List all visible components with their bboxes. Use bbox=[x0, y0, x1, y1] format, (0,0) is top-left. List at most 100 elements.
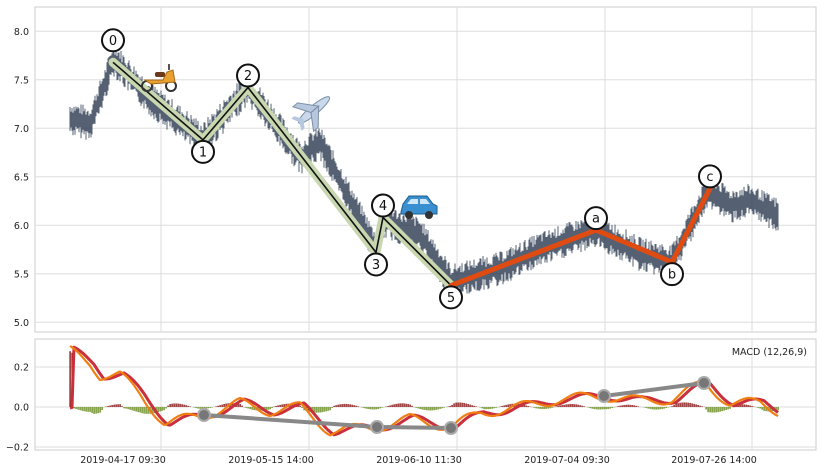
macd-plot-area bbox=[34, 338, 817, 451]
macd-histogram-bar bbox=[415, 407, 417, 408]
macd-histogram-bar bbox=[215, 406, 217, 407]
macd-histogram-bar bbox=[125, 407, 127, 409]
macd-histogram-bar bbox=[679, 402, 681, 407]
macd-histogram-bar bbox=[681, 402, 683, 407]
macd-histogram-bar bbox=[201, 407, 203, 409]
macd-histogram-bar bbox=[447, 406, 449, 407]
macd-histogram-bar bbox=[399, 403, 401, 407]
macd-histogram-bar bbox=[565, 404, 567, 407]
macd-histogram-bar bbox=[167, 405, 169, 407]
macd-histogram-bar bbox=[603, 407, 605, 410]
macd-histogram-bar bbox=[141, 407, 143, 414]
divergence-point bbox=[370, 420, 384, 434]
macd-histogram-bar bbox=[653, 407, 655, 410]
x-tick-label: 2019-07-04 09:30 bbox=[524, 455, 610, 466]
macd-histogram-bar bbox=[335, 405, 337, 407]
macd-histogram-bar bbox=[441, 407, 443, 409]
macd-histogram-bar bbox=[551, 407, 553, 408]
macd-histogram-bar bbox=[297, 405, 299, 407]
impulse-wave-label: 5 bbox=[439, 285, 463, 310]
macd-histogram-bar bbox=[279, 404, 281, 407]
macd-histogram-bar bbox=[711, 407, 713, 413]
macd-histogram-bar bbox=[649, 407, 651, 409]
macd-histogram-bar bbox=[581, 405, 583, 407]
macd-histogram-bar bbox=[473, 405, 475, 407]
price-y-tick-label: 6.0 bbox=[14, 221, 29, 232]
macd-histogram-bar bbox=[403, 403, 405, 407]
macd-histogram-bar bbox=[433, 407, 435, 411]
divergence-point bbox=[597, 389, 611, 403]
macd-histogram-bar bbox=[715, 407, 717, 413]
macd-histogram-bar bbox=[303, 407, 305, 411]
macd-histogram-bar bbox=[205, 407, 207, 409]
macd-histogram-bar bbox=[199, 407, 201, 409]
macd-histogram-bar bbox=[765, 407, 767, 412]
wave-label-text: c bbox=[706, 170, 713, 185]
macd-histogram-bar bbox=[85, 407, 87, 412]
wave-label-text: 3 bbox=[372, 258, 380, 273]
macd-histogram-bar bbox=[89, 407, 91, 412]
macd-histogram-bar bbox=[405, 403, 407, 407]
car-icon bbox=[400, 195, 438, 219]
macd-histogram-bar bbox=[467, 404, 469, 407]
macd-histogram-bar bbox=[687, 402, 689, 407]
macd-histogram-bar bbox=[95, 407, 97, 414]
macd-histogram-bar bbox=[77, 407, 79, 410]
macd-histogram-bar bbox=[625, 404, 627, 407]
wave-label-text: 4 bbox=[379, 199, 387, 214]
macd-histogram-bar bbox=[533, 407, 535, 408]
wave-label-text: 0 bbox=[109, 34, 117, 49]
macd-signal-line bbox=[69, 345, 779, 437]
macd-histogram-bar bbox=[251, 407, 253, 410]
macd-histogram-bar bbox=[107, 406, 109, 407]
macd-histogram-bar bbox=[351, 404, 353, 407]
macd-histogram-bar bbox=[143, 407, 145, 414]
macd-histogram-bar bbox=[373, 407, 375, 410]
wave-label-text: 2 bbox=[244, 69, 252, 84]
macd-histogram-bar bbox=[357, 406, 359, 407]
macd-histogram-bar bbox=[163, 407, 165, 411]
macd-histogram-bar bbox=[307, 407, 309, 412]
macd-histogram-bar bbox=[193, 407, 195, 408]
macd-histogram-bar bbox=[87, 407, 89, 412]
macd-histogram-bar bbox=[713, 407, 715, 413]
macd-histogram-bar bbox=[429, 407, 431, 411]
macd-histogram-bar bbox=[541, 407, 543, 409]
macd-histogram-bar bbox=[431, 407, 433, 411]
macd-histogram-bar bbox=[507, 404, 509, 407]
x-tick-label: 2019-07-26 14:00 bbox=[671, 455, 757, 466]
macd-histogram-bar bbox=[69, 351, 71, 407]
macd-histogram-bar bbox=[675, 403, 677, 407]
macd-y-tick-label: 0.2 bbox=[14, 363, 29, 374]
macd-histogram-bar bbox=[285, 403, 287, 407]
macd-histogram-bar bbox=[741, 404, 743, 407]
macd-histogram-bar bbox=[117, 404, 119, 407]
price-y-tick-label: 8.0 bbox=[14, 27, 29, 38]
macd-histogram-bar bbox=[133, 407, 135, 411]
wave-label-text: a bbox=[592, 212, 600, 227]
macd-histogram-bar bbox=[79, 407, 81, 411]
divergence-point bbox=[697, 376, 711, 390]
macd-histogram-bar bbox=[591, 407, 593, 409]
macd-histogram-bar bbox=[597, 407, 599, 410]
macd-histogram-bar bbox=[689, 402, 691, 407]
macd-histogram-bar bbox=[271, 407, 273, 408]
macd-histogram-bar bbox=[137, 407, 139, 413]
macd-histogram-bar bbox=[185, 405, 187, 407]
macd-histogram-bar bbox=[739, 404, 741, 407]
macd-histogram-bar bbox=[605, 407, 607, 410]
macd-histogram-bar bbox=[99, 407, 101, 413]
macd-histogram-bar bbox=[113, 404, 115, 407]
macd-histogram-bar bbox=[465, 403, 467, 407]
macd-histogram-bar bbox=[523, 404, 525, 407]
macd-histogram-bar bbox=[721, 407, 723, 412]
macd-histogram-bar bbox=[725, 407, 727, 410]
macd-panel: −0.2 0.0 0.2 MACD (12,26,9) bbox=[6, 338, 817, 454]
macd-histogram-bar bbox=[623, 405, 625, 407]
macd-histogram-bar bbox=[655, 407, 657, 410]
macd-histogram-bar bbox=[379, 407, 381, 409]
macd-histogram-bar bbox=[315, 407, 317, 413]
macd-histogram-bar bbox=[241, 405, 243, 407]
x-tick-label: 2019-06-10 11:30 bbox=[376, 455, 462, 466]
macd-histogram-bar bbox=[609, 407, 611, 409]
